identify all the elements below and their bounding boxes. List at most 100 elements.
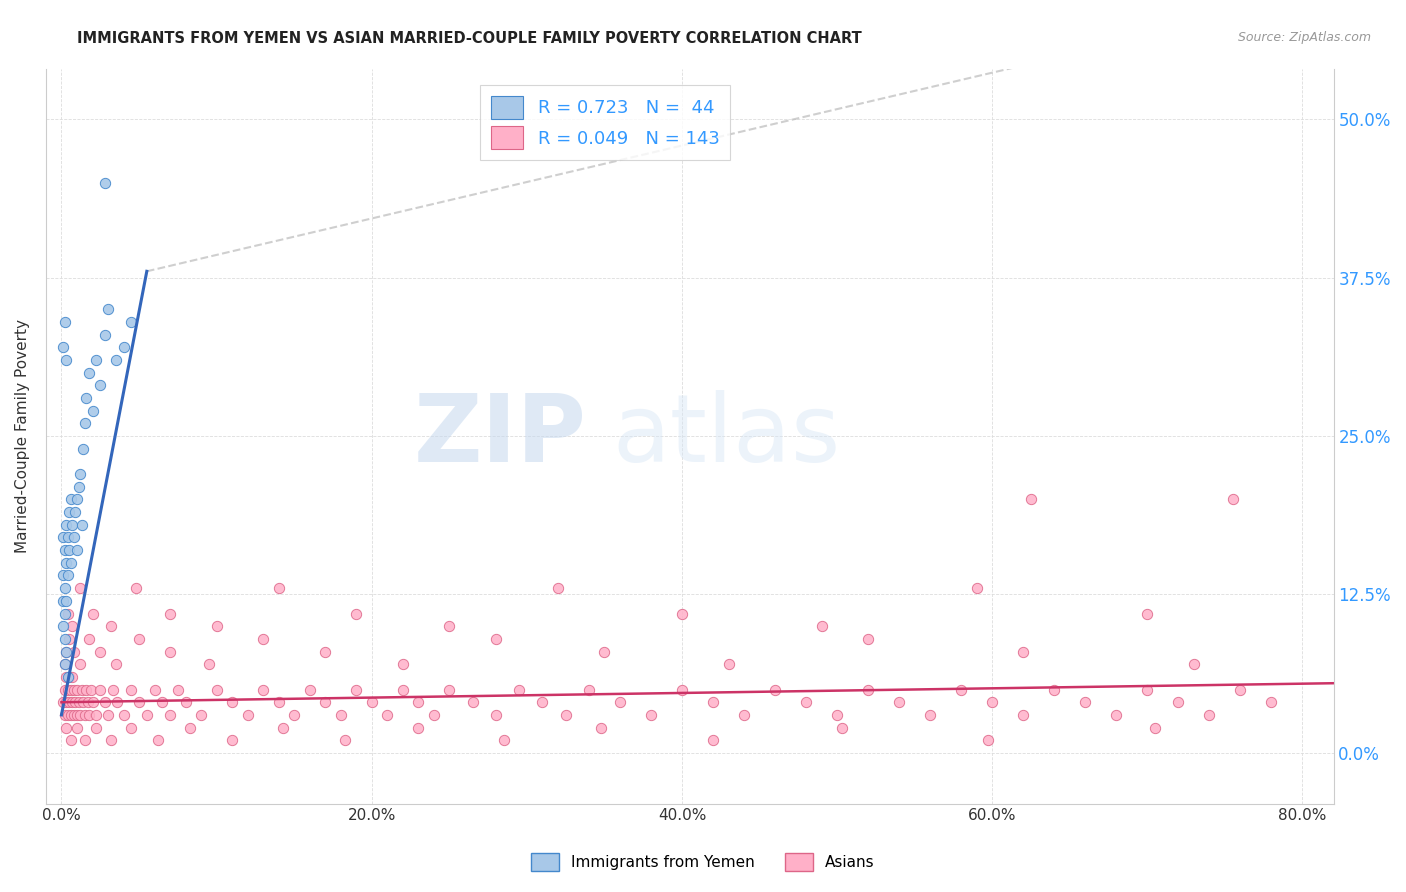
Point xyxy=(55,556,77,570)
Point xyxy=(375,707,398,722)
Text: ZIP: ZIP xyxy=(413,390,586,482)
Point xyxy=(1182,657,1205,672)
Point xyxy=(391,682,413,697)
Point xyxy=(105,695,128,709)
Point xyxy=(63,531,86,545)
Point xyxy=(89,378,111,392)
Point xyxy=(150,695,173,709)
Point xyxy=(55,695,77,709)
Point xyxy=(70,517,93,532)
Point xyxy=(97,302,120,317)
Point xyxy=(267,695,290,709)
Point xyxy=(55,594,77,608)
Point xyxy=(52,619,75,633)
Point xyxy=(190,707,212,722)
Point xyxy=(221,733,243,747)
Point xyxy=(856,682,879,697)
Point xyxy=(60,517,83,532)
Point xyxy=(406,695,429,709)
Point xyxy=(298,682,321,697)
Point xyxy=(53,581,76,595)
Point xyxy=(1260,695,1282,709)
Point xyxy=(950,682,973,697)
Point xyxy=(82,695,104,709)
Point xyxy=(84,353,107,368)
Point xyxy=(59,707,82,722)
Point xyxy=(60,695,83,709)
Point xyxy=(53,707,76,722)
Point xyxy=(84,707,107,722)
Point xyxy=(166,682,188,697)
Point xyxy=(966,581,988,595)
Point xyxy=(461,695,484,709)
Point xyxy=(810,619,832,633)
Point xyxy=(112,340,135,354)
Point xyxy=(55,644,77,658)
Point xyxy=(159,644,181,658)
Point xyxy=(101,682,124,697)
Point xyxy=(423,707,446,722)
Point xyxy=(702,695,724,709)
Point xyxy=(221,695,243,709)
Point xyxy=(67,695,90,709)
Point xyxy=(52,695,75,709)
Point xyxy=(76,695,98,709)
Point xyxy=(56,670,79,684)
Point xyxy=(406,721,429,735)
Point xyxy=(344,607,367,621)
Point xyxy=(72,695,94,709)
Point xyxy=(1144,721,1167,735)
Point xyxy=(53,657,76,672)
Text: IMMIGRANTS FROM YEMEN VS ASIAN MARRIED-COUPLE FAMILY POVERTY CORRELATION CHART: IMMIGRANTS FROM YEMEN VS ASIAN MARRIED-C… xyxy=(77,31,862,46)
Point xyxy=(120,721,142,735)
Point xyxy=(97,707,120,722)
Point xyxy=(273,721,295,735)
Point xyxy=(94,327,117,342)
Point xyxy=(831,721,853,735)
Point xyxy=(1136,607,1159,621)
Point xyxy=(53,657,76,672)
Point xyxy=(174,695,197,709)
Point xyxy=(94,176,117,190)
Point xyxy=(59,682,82,697)
Point xyxy=(56,568,79,582)
Point xyxy=(58,543,80,558)
Point xyxy=(267,581,290,595)
Point xyxy=(55,670,77,684)
Point xyxy=(69,581,91,595)
Text: atlas: atlas xyxy=(613,390,841,482)
Point xyxy=(391,657,413,672)
Point xyxy=(920,707,942,722)
Point xyxy=(72,442,94,456)
Point xyxy=(159,607,181,621)
Point xyxy=(53,315,76,329)
Point xyxy=(69,467,91,481)
Point xyxy=(60,670,83,684)
Point xyxy=(702,733,724,747)
Point xyxy=(59,556,82,570)
Point xyxy=(1012,644,1035,658)
Point xyxy=(56,682,79,697)
Point xyxy=(439,682,461,697)
Point xyxy=(205,682,228,697)
Point xyxy=(1198,707,1220,722)
Point xyxy=(66,543,89,558)
Point xyxy=(63,682,86,697)
Point xyxy=(53,682,76,697)
Point xyxy=(82,607,104,621)
Point xyxy=(439,619,461,633)
Point xyxy=(236,707,259,722)
Point xyxy=(671,607,693,621)
Point xyxy=(56,607,79,621)
Point xyxy=(125,581,148,595)
Point xyxy=(889,695,911,709)
Point xyxy=(73,417,96,431)
Point xyxy=(1167,695,1189,709)
Point xyxy=(198,657,221,672)
Point xyxy=(60,619,83,633)
Point xyxy=(671,682,693,697)
Point xyxy=(1012,707,1035,722)
Point xyxy=(52,531,75,545)
Point xyxy=(66,492,89,507)
Point xyxy=(79,366,101,380)
